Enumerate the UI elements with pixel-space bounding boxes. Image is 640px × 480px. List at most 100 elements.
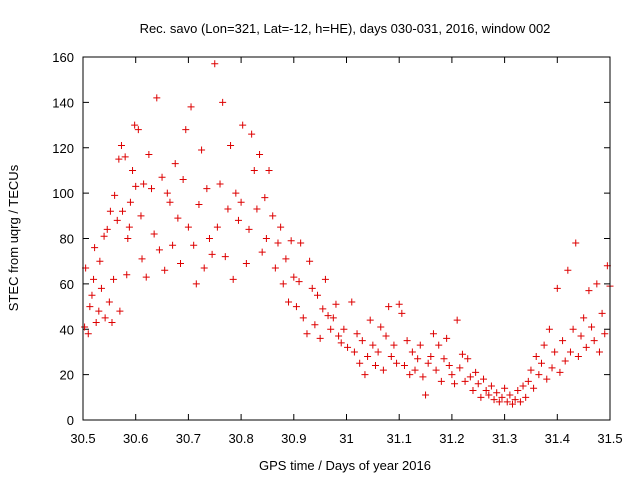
data-point — [477, 393, 485, 401]
data-point — [485, 391, 493, 399]
data-point — [131, 121, 139, 129]
data-point — [379, 366, 387, 374]
y-tick-label: 20 — [60, 368, 74, 383]
data-point — [237, 198, 245, 206]
x-tick-label: 30.7 — [176, 431, 201, 446]
data-point — [424, 359, 432, 367]
data-point — [316, 334, 324, 342]
x-tick-label: 30.5 — [70, 431, 95, 446]
data-point — [219, 98, 227, 106]
x-tick-label: 31.5 — [597, 431, 622, 446]
data-point — [195, 200, 203, 208]
data-point — [91, 244, 99, 252]
data-point — [337, 339, 345, 347]
data-point — [103, 225, 111, 233]
data-point — [277, 223, 285, 231]
data-point — [95, 307, 103, 315]
x-tick-label: 31.1 — [387, 431, 412, 446]
data-point — [364, 352, 372, 360]
data-point — [400, 362, 408, 370]
data-point — [501, 384, 509, 392]
data-point — [279, 280, 287, 288]
x-tick-label: 30.9 — [281, 431, 306, 446]
y-tick-label: 140 — [52, 95, 74, 110]
data-point — [208, 250, 216, 258]
data-point — [414, 355, 422, 363]
data-point — [506, 391, 514, 399]
data-point — [551, 348, 559, 356]
data-point — [123, 271, 131, 279]
x-tick-label: 30.8 — [228, 431, 253, 446]
data-point — [385, 303, 393, 311]
data-point — [582, 343, 590, 351]
y-tick-label: 0 — [67, 413, 74, 428]
data-point — [234, 216, 242, 224]
data-point — [387, 352, 395, 360]
data-point — [179, 176, 187, 184]
data-point — [422, 391, 430, 399]
y-tick-label: 160 — [52, 50, 74, 65]
data-point — [242, 259, 250, 267]
data-point — [361, 371, 369, 379]
data-point — [84, 330, 92, 338]
data-point — [192, 280, 200, 288]
y-tick-label: 100 — [52, 186, 74, 201]
data-point — [369, 341, 377, 349]
data-point — [353, 330, 361, 338]
data-point — [211, 60, 219, 68]
data-point — [115, 155, 123, 163]
data-point — [451, 380, 459, 388]
data-point — [458, 350, 466, 358]
data-point — [126, 198, 134, 206]
data-point — [480, 375, 488, 383]
data-point — [530, 384, 538, 392]
data-point — [117, 141, 125, 149]
data-point — [319, 305, 327, 313]
data-point — [324, 312, 332, 320]
data-point — [559, 337, 567, 345]
data-point — [161, 266, 169, 274]
data-point — [498, 393, 506, 401]
data-point — [509, 400, 517, 408]
data-point — [221, 253, 229, 261]
data-point — [540, 341, 548, 349]
data-point — [96, 257, 104, 265]
data-point — [356, 359, 364, 367]
data-point — [297, 239, 305, 247]
data-point — [262, 235, 270, 242]
data-point — [203, 185, 211, 193]
data-point — [187, 103, 195, 111]
data-point — [282, 255, 290, 263]
data-point — [408, 348, 416, 356]
data-point — [524, 377, 532, 385]
x-tick-label: 31.4 — [545, 431, 570, 446]
data-point — [537, 359, 545, 367]
data-point — [358, 337, 366, 345]
data-point — [303, 330, 311, 338]
y-tick-label: 120 — [52, 141, 74, 156]
data-point — [566, 348, 574, 356]
data-point — [106, 207, 114, 215]
data-point — [395, 300, 403, 308]
data-point — [92, 318, 100, 326]
data-point — [445, 362, 453, 370]
data-point — [344, 343, 352, 351]
data-point — [398, 309, 406, 317]
data-point — [121, 153, 129, 161]
data-point — [125, 223, 133, 231]
data-point — [601, 330, 609, 338]
data-point — [256, 151, 264, 159]
data-point — [340, 325, 348, 333]
data-point — [169, 241, 177, 249]
data-point — [419, 373, 427, 381]
data-point — [184, 223, 192, 231]
data-point — [110, 275, 118, 283]
data-point — [224, 205, 232, 213]
data-point — [227, 141, 235, 149]
data-point — [453, 316, 461, 324]
data-point — [155, 246, 163, 254]
data-point — [522, 393, 530, 401]
x-tick-label: 31.2 — [439, 431, 464, 446]
data-point — [198, 146, 206, 154]
